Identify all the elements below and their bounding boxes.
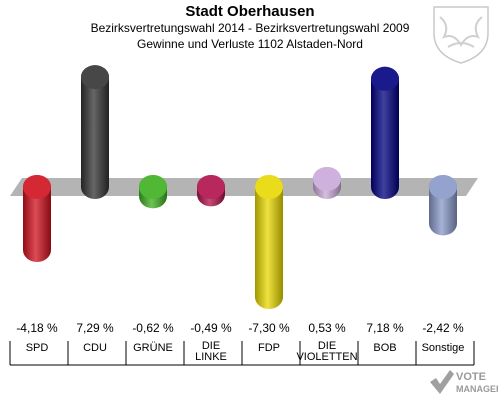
category-label: BOB	[373, 342, 396, 354]
bar-bob	[371, 66, 399, 199]
category-label: FDP	[258, 342, 280, 354]
votemanager-logo: VOTE MANAGER	[430, 370, 498, 394]
category-label: DIE LINKE	[195, 340, 227, 363]
bar-spd	[23, 175, 51, 262]
value-label: 0,53 %	[308, 321, 346, 335]
value-label: -2,42 %	[422, 321, 464, 335]
value-label: 7,29 %	[76, 321, 114, 335]
category-label: GRÜNE	[133, 342, 173, 354]
value-label: -4,18 %	[16, 321, 58, 335]
value-label: -7,30 %	[248, 321, 290, 335]
bar-sonstige	[429, 175, 457, 236]
bar-cdu	[81, 65, 109, 199]
chart-title: Stadt Oberhausen	[185, 3, 315, 20]
baseline-band	[10, 178, 478, 196]
bar-die-linke	[197, 175, 225, 207]
bar-fdp	[255, 175, 283, 309]
category-label: CDU	[83, 342, 107, 354]
chart-subtitle: Bezirksvertretungswahl 2014 - Bezirksver…	[90, 21, 410, 35]
bar-die-violetten	[313, 167, 341, 199]
category-label: DIE VIOLETTEN	[296, 340, 357, 363]
city-crest-icon	[433, 6, 489, 64]
value-label: -0,62 %	[132, 321, 174, 335]
checkmark-icon	[430, 370, 454, 394]
value-label: 7,18 %	[366, 321, 404, 335]
chart-subtitle-2: Gewinne und Verluste 1102 Alstaden-Nord	[137, 37, 363, 51]
value-label: -0,49 %	[190, 321, 232, 335]
logo-line2: MANAGER	[456, 384, 498, 394]
bar-gr-ne	[139, 175, 167, 209]
category-label: SPD	[26, 342, 49, 354]
logo-line1: VOTE	[456, 371, 486, 383]
category-label: Sonstige	[422, 342, 465, 354]
